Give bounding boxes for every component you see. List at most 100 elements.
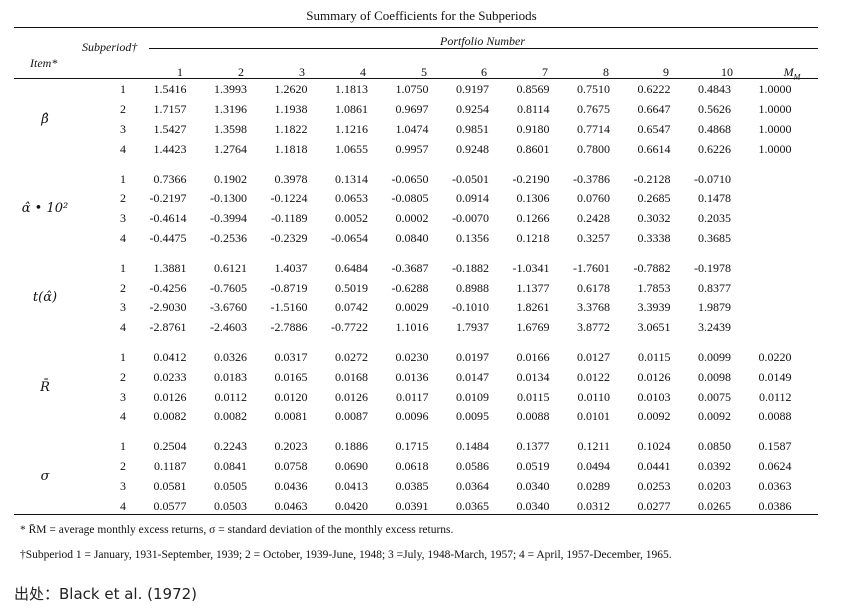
subperiod-cell: 3	[120, 300, 126, 315]
item-label: β̂	[41, 112, 49, 128]
market-value-cell: 1.0000	[758, 121, 792, 136]
value-cell: 0.0494	[577, 458, 610, 473]
value-cell: 0.0168	[335, 369, 368, 384]
value-cell: 3.3768	[577, 300, 610, 315]
value-cell: 0.0586	[456, 458, 489, 473]
column-header: 10	[721, 65, 733, 79]
subperiod-cell: 1	[120, 349, 126, 364]
value-cell: 0.1478	[698, 191, 731, 206]
value-cell: -0.2190	[512, 171, 550, 186]
market-value-cell: 0.0363	[758, 478, 792, 493]
value-cell: 1.1377	[516, 280, 550, 295]
value-cell: -0.1189	[270, 211, 308, 226]
value-cell: -0.0654	[331, 230, 368, 245]
column-header: 1	[177, 65, 183, 79]
value-cell: -0.8719	[270, 280, 308, 295]
value-cell: 0.0230	[395, 349, 429, 364]
value-cell: 0.0277	[637, 498, 671, 513]
value-cell: 0.0126	[153, 389, 187, 404]
value-cell: -0.4614	[149, 211, 187, 226]
value-cell: 0.0203	[698, 478, 731, 493]
subperiod-cell: 3	[120, 478, 126, 493]
value-cell: 0.0110	[577, 389, 610, 404]
value-cell: 1.2764	[214, 141, 247, 156]
value-cell: -1.7601	[573, 260, 610, 275]
value-cell: 0.0391	[395, 498, 429, 513]
table-row: 3 0.0581 0.0505 0.0436 0.0413 0.0385 0.0364 0.0…	[14, 476, 792, 496]
value-cell: 1.1938	[274, 102, 308, 117]
market-value-cell	[731, 229, 792, 249]
item-header: Item*	[30, 56, 58, 70]
market-value-cell	[731, 258, 792, 278]
value-cell: 0.7714	[577, 121, 610, 136]
value-cell: 0.0098	[698, 369, 731, 384]
value-cell: -0.1882	[452, 260, 489, 275]
value-cell: 0.1306	[516, 191, 550, 206]
value-cell: 0.0096	[395, 409, 429, 424]
value-cell: 0.0420	[335, 498, 368, 513]
value-cell: 0.0272	[335, 349, 368, 364]
value-cell: 0.0581	[153, 478, 187, 493]
value-cell: 0.0075	[698, 389, 731, 404]
value-cell: -0.1300	[210, 191, 247, 206]
value-cell: 0.8988	[456, 280, 489, 295]
value-cell: 0.0147	[456, 369, 489, 384]
value-cell: 0.9197	[456, 82, 489, 97]
value-cell: 0.6647	[637, 102, 671, 117]
subperiod-cell: 4	[120, 320, 126, 335]
market-value-cell: 0.0149	[758, 369, 792, 384]
value-cell: 0.9957	[395, 141, 429, 156]
value-cell: 0.6222	[637, 82, 671, 97]
value-cell: 1.4423	[153, 141, 187, 156]
value-cell: 0.0103	[637, 389, 671, 404]
table-row: 4 -2.8761 -2.4603 -2.7886 -0.7722 1.1016 1.793…	[14, 318, 792, 338]
item-label: σ	[40, 468, 50, 484]
portfolio-header-rule	[149, 48, 818, 49]
value-cell: -0.4256	[149, 280, 187, 295]
value-cell: 0.1218	[516, 230, 550, 245]
value-cell: -2.7886	[270, 320, 308, 335]
value-cell: -0.0710	[694, 171, 731, 186]
value-cell: 0.4843	[698, 82, 731, 97]
value-cell: 1.4037	[274, 260, 308, 275]
value-cell: -1.5160	[270, 300, 308, 315]
value-cell: 1.7853	[637, 280, 671, 295]
value-cell: 0.6547	[637, 121, 671, 136]
value-cell: 0.0850	[698, 439, 731, 454]
value-cell: -2.8761	[149, 320, 187, 335]
value-cell: 0.0326	[214, 349, 247, 364]
value-cell: 3.3939	[637, 300, 671, 315]
value-cell: 0.0136	[395, 369, 429, 384]
value-cell: 0.0914	[456, 191, 489, 206]
value-cell: 0.1187	[153, 458, 187, 473]
value-cell: -0.7605	[210, 280, 247, 295]
value-cell: 0.5626	[698, 102, 731, 117]
value-cell: 1.2620	[274, 82, 308, 97]
value-cell: 0.9697	[395, 102, 429, 117]
table-row: 4 0.0577 0.0503 0.0463 0.0420 0.0391 0.0365 0.0…	[14, 496, 792, 516]
subperiod-cell: 4	[120, 141, 126, 156]
value-cell: -0.7882	[633, 260, 671, 275]
item-label: R̄	[40, 379, 50, 395]
value-cell: 0.1484	[456, 439, 489, 454]
value-cell: -0.6288	[391, 280, 429, 295]
market-value-cell	[731, 318, 792, 338]
table-row: 2 -0.2197 -0.1300 -0.1224 0.0653 -0.0805 0.091…	[14, 189, 792, 209]
portfolio-number-header: Portfolio Number	[440, 34, 526, 48]
value-cell: -0.1224	[270, 191, 308, 206]
value-cell: 1.1822	[274, 121, 308, 136]
value-cell: 1.7157	[153, 102, 187, 117]
value-cell: 0.1356	[456, 230, 489, 245]
value-cell: 0.9851	[456, 121, 489, 136]
value-cell: 0.1886	[335, 439, 368, 454]
footnote-definitions: * R̄M = average monthly excess returns, …	[20, 524, 454, 536]
value-cell: 0.0115	[637, 349, 671, 364]
value-cell: 0.1024	[637, 439, 671, 454]
value-cell: 0.1902	[214, 171, 247, 186]
value-cell: 0.0099	[698, 349, 731, 364]
value-cell: 0.0653	[335, 191, 368, 206]
value-cell: 0.0385	[395, 478, 429, 493]
value-cell: 0.3685	[698, 230, 731, 245]
table-row: t(α̂) 1 1.3881 0.6121 1.4037 0.6484 -0.3687 -0.…	[14, 258, 792, 306]
value-cell: 0.7800	[577, 141, 610, 156]
